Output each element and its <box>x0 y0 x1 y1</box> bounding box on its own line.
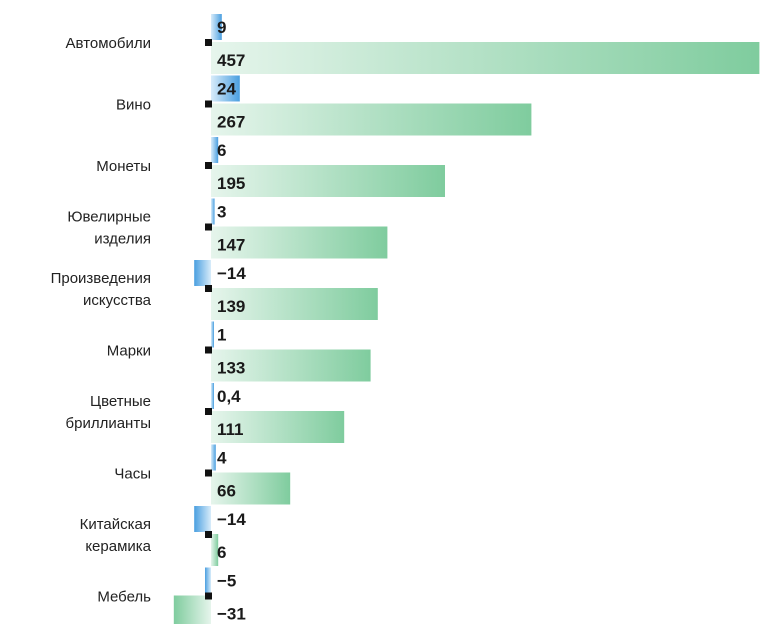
category-label: Автомобили <box>66 35 151 52</box>
value-bar <box>173 595 211 624</box>
value-label: 147 <box>217 236 245 255</box>
change-bar <box>211 444 216 471</box>
value-bar <box>211 103 532 136</box>
category-label: Произведения <box>51 270 151 287</box>
change-bar <box>211 383 214 409</box>
value-bar <box>211 411 345 443</box>
baseline-marker <box>205 408 212 415</box>
value-label: −31 <box>217 605 246 624</box>
category-row: 0,4 111 Цветные бриллианты <box>66 383 345 443</box>
category-row: 1 133 Марки <box>107 321 371 382</box>
baseline-marker <box>205 100 212 108</box>
value-label: 139 <box>217 297 245 316</box>
category-row: −14 6 Китайская керамика <box>80 506 246 566</box>
value-label: 6 <box>217 543 226 562</box>
change-value-label: 4 <box>217 449 227 468</box>
category-label: Китайская <box>80 516 151 533</box>
category-label: Ювелирные <box>67 209 151 226</box>
category-row: 24 267 Вино <box>116 75 532 136</box>
change-bar <box>205 567 211 594</box>
value-bar <box>211 472 291 505</box>
category-label: Цветные <box>90 393 151 410</box>
value-bar <box>211 349 371 382</box>
change-value-label: 9 <box>217 18 226 37</box>
baseline-marker <box>205 285 212 292</box>
chart-rows: 9 457 Автомобили 24 267 Вино 6 195 Монеты 3 147 Юве… <box>51 14 760 624</box>
change-value-label: 24 <box>217 80 236 99</box>
change-bar <box>194 506 211 532</box>
value-bar <box>211 288 378 320</box>
change-value-label: −14 <box>217 264 246 283</box>
value-bar <box>211 226 388 259</box>
value-label: 267 <box>217 113 245 132</box>
change-bar <box>211 14 222 40</box>
change-value-label: 0,4 <box>217 387 241 406</box>
change-value-label: −5 <box>217 572 236 591</box>
category-label: Вино <box>116 97 151 114</box>
value-label: 66 <box>217 482 236 501</box>
category-label: бриллианты <box>66 415 151 432</box>
baseline-marker <box>205 223 212 231</box>
category-label: керамика <box>85 538 151 555</box>
change-bar <box>211 321 214 348</box>
change-bar <box>211 137 219 163</box>
value-bar <box>211 165 445 197</box>
value-bar <box>211 42 760 74</box>
change-value-label: −14 <box>217 510 246 529</box>
baseline-marker <box>205 162 212 169</box>
value-label: 133 <box>217 359 245 378</box>
value-label: 111 <box>217 420 244 439</box>
category-label: искусства <box>83 292 152 309</box>
change-bar <box>211 75 240 102</box>
category-label: Монеты <box>96 158 151 175</box>
category-label: Марки <box>107 343 151 360</box>
value-label: 195 <box>217 174 245 193</box>
category-row: 4 66 Часы <box>114 444 291 505</box>
value-label: 457 <box>217 51 245 70</box>
category-row: 3 147 Ювелирные изделия <box>67 198 388 259</box>
category-label: изделия <box>94 231 151 248</box>
baseline-marker <box>205 592 212 600</box>
change-bar <box>211 198 215 225</box>
category-label: Мебель <box>97 589 151 606</box>
category-row: 9 457 Автомобили <box>66 14 760 74</box>
change-value-label: 1 <box>217 326 226 345</box>
baseline-marker <box>205 39 212 46</box>
category-row: −14 139 Произведения искусства <box>51 260 378 320</box>
value-bar <box>211 534 219 566</box>
change-value-label: 6 <box>217 141 226 160</box>
baseline-marker <box>205 469 212 477</box>
change-bar <box>194 260 211 286</box>
baseline-marker <box>205 346 212 354</box>
category-row: 6 195 Монеты <box>96 137 445 197</box>
baseline-marker <box>205 531 212 538</box>
change-value-label: 3 <box>217 203 226 222</box>
category-label: Часы <box>114 466 151 483</box>
category-row: −5 −31 Мебель <box>97 567 246 624</box>
